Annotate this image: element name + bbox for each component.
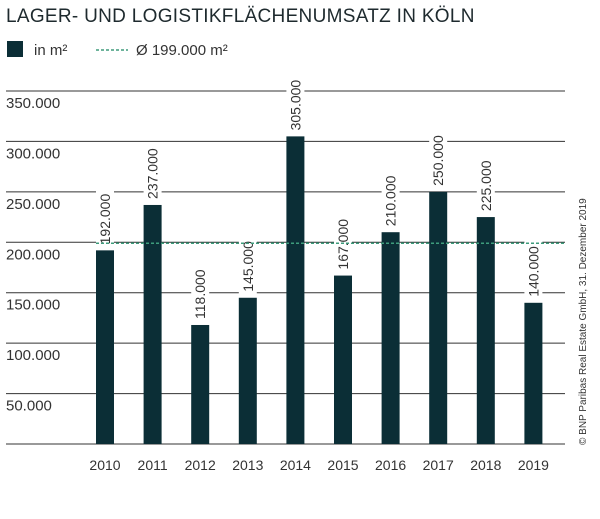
y-tick-label: 350.000 <box>6 95 60 112</box>
value-label: 140.000 <box>525 246 541 297</box>
x-tick-label: 2014 <box>280 457 311 473</box>
x-tick-label: 2011 <box>138 457 168 473</box>
y-tick-label: 50.000 <box>6 398 52 415</box>
value-label: 210.000 <box>383 175 399 226</box>
source-note: © BNP Paribas Real Estate GmbH, 31. Deze… <box>578 198 589 445</box>
value-label: 250.000 <box>430 135 446 186</box>
bar-2010 <box>96 250 114 444</box>
value-label: 237.000 <box>145 148 161 199</box>
bar-2011 <box>143 204 162 444</box>
value-label-background <box>524 240 543 299</box>
chart-title: LAGER- UND LOGISTIKFLÄCHENUMSATZ IN KÖLN <box>6 6 475 27</box>
x-tick-label: 2012 <box>185 457 216 473</box>
bar-2013 <box>238 297 257 444</box>
x-tick-label: 2013 <box>232 457 263 473</box>
value-label-background <box>429 129 448 188</box>
labels-layer: 192.000 2010 237.000 2011 118.000 2012 145.000… <box>89 74 549 473</box>
bar-2019 <box>524 302 543 444</box>
value-label-background <box>238 235 257 294</box>
value-label: 167.000 <box>335 219 351 270</box>
y-tick-label: 150.000 <box>6 297 60 314</box>
x-tick-label: 2017 <box>423 457 454 473</box>
value-label-background <box>143 142 162 201</box>
value-label-background <box>191 262 210 321</box>
x-tick-label: 2015 <box>327 457 358 473</box>
bar-2015 <box>334 275 352 444</box>
x-tick-label: 2016 <box>375 457 406 473</box>
legend-series-swatch <box>7 41 23 57</box>
x-tick-label: 2010 <box>89 457 120 473</box>
legend-average-label: Ø 199.000 m² <box>136 42 228 59</box>
value-label-background <box>96 188 114 247</box>
bar-2014 <box>286 136 305 444</box>
value-label: 305.000 <box>287 80 303 131</box>
x-tick-label: 2018 <box>470 457 501 473</box>
bar-2012 <box>191 324 210 444</box>
value-label-background <box>476 155 495 214</box>
value-label-background <box>286 74 305 133</box>
bar-2016 <box>381 232 400 444</box>
bars-layer <box>96 136 543 444</box>
value-label: 225.000 <box>478 160 494 211</box>
value-label-background <box>381 170 400 229</box>
value-label: 192.000 <box>97 194 113 245</box>
legend-series-label: in m² <box>34 42 67 59</box>
bar-2017 <box>429 191 448 444</box>
y-tick-label: 300.000 <box>6 145 60 162</box>
y-tick-label: 200.000 <box>6 246 60 263</box>
value-label: 118.000 <box>192 269 208 319</box>
bar-2018 <box>476 217 495 444</box>
y-tick-label: 250.000 <box>6 196 60 213</box>
y-tick-label: 100.000 <box>6 347 60 364</box>
value-label: 145.000 <box>240 241 256 292</box>
x-tick-label: 2019 <box>518 457 549 473</box>
